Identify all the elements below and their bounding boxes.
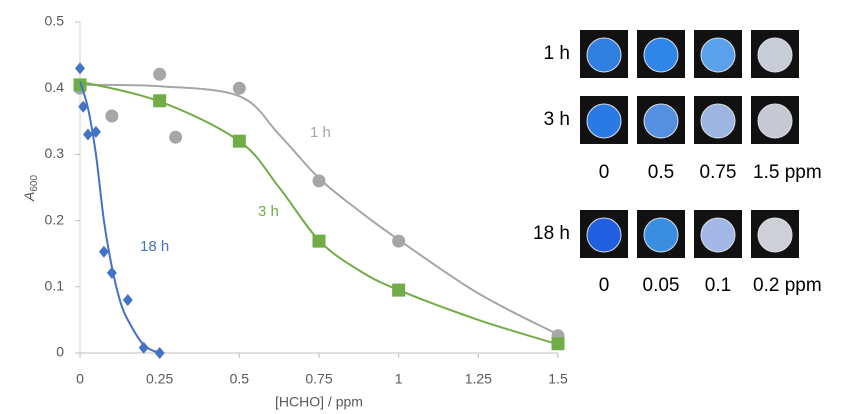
row-label: 1 h	[544, 43, 570, 64]
data-point	[153, 94, 166, 107]
figure: [HCHO] / ppm A600 0 0.1 0.2 0.3 0.4 0.5 0 0.25 0…	[0, 0, 852, 414]
well	[587, 104, 621, 138]
curve-label: 3 h	[258, 203, 279, 220]
data-point	[313, 174, 326, 187]
x-tick-label: 0.75	[305, 371, 332, 387]
data-point	[139, 342, 149, 354]
fit-curve	[80, 82, 558, 345]
data-point	[123, 294, 133, 306]
concentration-label: 0.5	[648, 162, 674, 183]
well	[758, 218, 792, 252]
data-point	[233, 82, 246, 95]
x-tick-label: 1.5	[548, 371, 568, 387]
row-label: 3 h	[544, 109, 570, 130]
concentration-label: 1.5 ppm	[753, 162, 822, 183]
concentration-label: 0	[599, 162, 610, 183]
y-label-main: A	[21, 192, 37, 202]
fit-curve	[80, 85, 558, 335]
concentration-label: 0.05	[643, 275, 680, 296]
data-point	[75, 62, 85, 74]
data-point	[153, 68, 166, 81]
y-tick-label: 0	[56, 344, 64, 360]
curve-label: 1 h	[310, 124, 331, 141]
data-point	[233, 135, 246, 148]
well	[758, 38, 792, 72]
well	[701, 104, 735, 138]
y-tick-label: 0.2	[45, 211, 65, 227]
fit-curve	[80, 82, 160, 353]
x-tick-label: 1	[395, 371, 403, 387]
data-point	[105, 110, 118, 123]
well	[758, 104, 792, 138]
y-tick-label: 0.5	[45, 13, 65, 29]
concentration-label: 0	[599, 275, 610, 296]
well	[644, 218, 678, 252]
x-tick-label: 0.5	[230, 371, 250, 387]
x-tick-label: 1.25	[465, 371, 492, 387]
y-tick-label: 0.3	[45, 145, 65, 161]
data-point	[392, 284, 405, 297]
x-tick-label: 0.25	[146, 371, 173, 387]
x-tick-label: 0	[76, 371, 84, 387]
concentration-label: 0.1	[705, 275, 731, 296]
well	[701, 38, 735, 72]
data-point	[155, 347, 165, 359]
curve-label: 18 h	[140, 238, 169, 255]
data-point	[552, 337, 565, 350]
data-point	[74, 78, 87, 91]
y-tick-label: 0.4	[45, 79, 65, 95]
data-point	[313, 235, 326, 248]
data-point	[169, 131, 182, 144]
well	[644, 104, 678, 138]
concentration-label: 0.2 ppm	[753, 275, 822, 296]
well	[701, 218, 735, 252]
concentration-label: 0.75	[700, 162, 737, 183]
row-label: 18 h	[533, 223, 570, 244]
y-axis-label: A600	[21, 175, 40, 202]
data-point	[107, 267, 117, 279]
x-axis-label: [HCHO] / ppm	[275, 394, 363, 410]
well	[587, 218, 621, 252]
well	[587, 38, 621, 72]
well	[644, 38, 678, 72]
y-label-sub: 600	[29, 175, 40, 192]
data-point	[392, 235, 405, 248]
y-tick-label: 0.1	[45, 278, 65, 294]
